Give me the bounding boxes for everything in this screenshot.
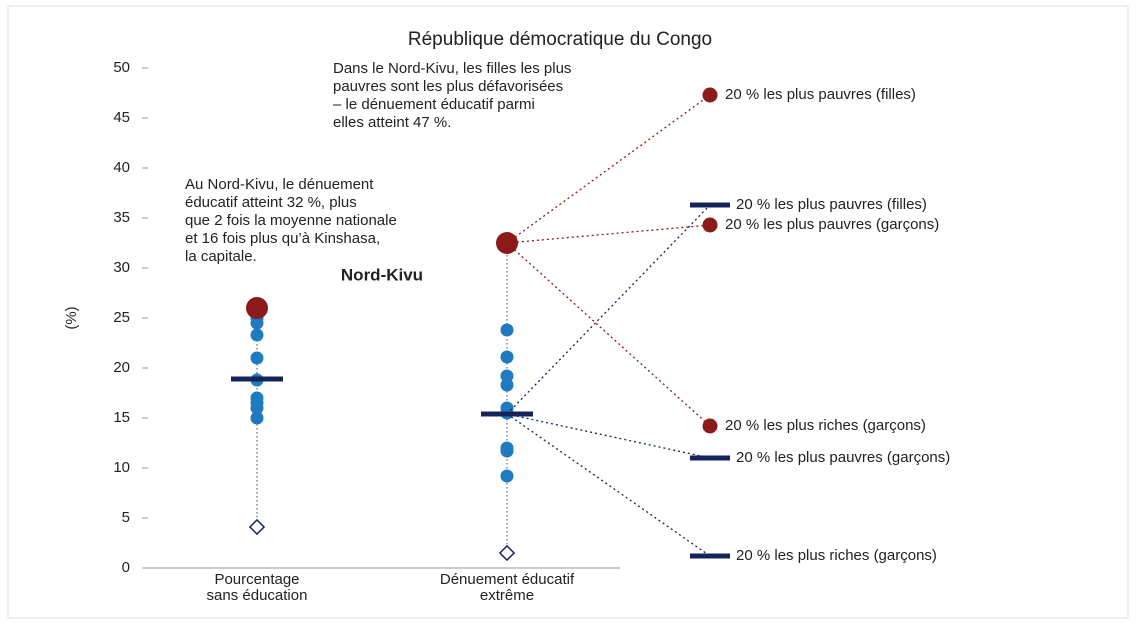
connector	[506, 413, 711, 557]
region-dot	[500, 350, 514, 364]
breakdown-label: 20 % les plus pauvres (filles)	[725, 86, 916, 103]
breakdown-dot	[702, 87, 718, 103]
breakdown-label: 20 % les plus pauvres (garçons)	[736, 449, 950, 466]
connector	[506, 242, 711, 427]
national-average	[231, 376, 283, 382]
annotation: la capitale.	[185, 248, 257, 265]
region-dot	[500, 378, 514, 392]
region-dot	[250, 328, 264, 342]
breakdown-label: 20 % les plus riches (garçons)	[725, 417, 926, 434]
y-tick-label: 15	[113, 409, 130, 426]
region-dot	[250, 316, 264, 330]
highlight-label: Nord-Kivu	[341, 265, 423, 284]
y-tick-label: 20	[113, 359, 130, 376]
region-dot	[500, 323, 514, 337]
region-dot	[500, 444, 514, 458]
breakdown-label: 20 % les plus pauvres (garçons)	[725, 216, 939, 233]
y-tick-label: 25	[113, 309, 130, 326]
region-dot	[500, 469, 514, 483]
breakdown-bar	[690, 553, 730, 559]
annotation: Au Nord-Kivu, le dénuement	[185, 176, 374, 193]
y-tick-label: 50	[113, 59, 130, 76]
x-tick-label: extrême	[480, 587, 534, 604]
y-tick-label: 35	[113, 209, 130, 226]
frame	[7, 5, 1129, 619]
y-axis-label: (%)	[63, 306, 80, 329]
highlight-dot	[496, 232, 518, 254]
y-tick-label: 30	[113, 259, 130, 276]
x-tick-label: sans éducation	[207, 587, 308, 604]
breakdown-bar	[690, 202, 730, 208]
breakdown-dot	[702, 217, 718, 233]
connector	[506, 204, 711, 415]
annotation: Dans le Nord-Kivu, les filles les plus	[333, 60, 571, 77]
y-tick-label: 40	[113, 159, 130, 176]
highlight-dot	[246, 297, 268, 319]
y-tick-label: 10	[113, 459, 130, 476]
chart-title: République démocratique du Congo	[408, 29, 712, 50]
breakdown-bar	[690, 455, 730, 461]
breakdown-label: 20 % les plus riches (garçons)	[736, 547, 937, 564]
y-tick-label: 0	[122, 559, 130, 576]
x-tick-label: Pourcentage	[214, 571, 299, 588]
annotation: et 16 fois plus qu’à Kinshasa,	[185, 230, 380, 247]
capital-marker	[498, 544, 516, 562]
capital-marker	[248, 518, 266, 536]
y-tick-label: 45	[113, 109, 130, 126]
y-tick-label: 5	[122, 509, 130, 526]
region-dot	[500, 369, 514, 383]
x-tick-label: Dénuement éducatif	[440, 571, 575, 588]
region-dot	[250, 411, 264, 425]
region-dot	[250, 351, 264, 365]
annotation: éducatif atteint 32 %, plus	[185, 194, 357, 211]
annotation: pauvres sont les plus défavorisées	[333, 78, 563, 95]
annotation: – le dénuement éducatif parmi	[333, 96, 535, 113]
annotation: elles atteint 47 %.	[333, 114, 451, 131]
breakdown-dot	[702, 418, 718, 434]
breakdown-label: 20 % les plus pauvres (filles)	[736, 196, 927, 213]
national-average	[481, 411, 533, 417]
connector	[506, 224, 711, 244]
annotation: que 2 fois la moyenne nationale	[185, 212, 397, 229]
connector	[506, 94, 711, 244]
region-dot	[250, 401, 264, 415]
